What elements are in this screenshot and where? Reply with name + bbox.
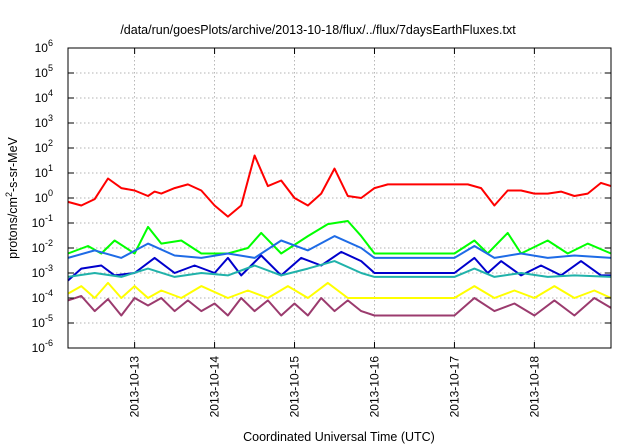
x-tick-label: 2013-10-13 bbox=[128, 356, 142, 418]
y-tick-label: 101 bbox=[35, 163, 53, 180]
y-tick-label: 106 bbox=[35, 38, 53, 55]
y-tick-label: 10-3 bbox=[32, 263, 53, 280]
series-line bbox=[67, 295, 612, 317]
y-axis-label: protons/cm2-s-sr-MeV bbox=[4, 136, 20, 258]
x-tick-label: 2013-10-15 bbox=[288, 356, 302, 418]
axes: 10-6 10-5 10-4 10-3 10-2 10-1 100 101 102 103 104 1… bbox=[32, 38, 611, 417]
y-tick-label: 10-5 bbox=[32, 313, 53, 330]
series-line bbox=[67, 250, 611, 282]
x-tick-label: 2013-10-14 bbox=[208, 356, 222, 418]
y-tick-label: 102 bbox=[35, 138, 53, 155]
y-tick-label: 10-1 bbox=[32, 213, 53, 230]
y-tick-label: 10-4 bbox=[32, 288, 53, 305]
grid-lines bbox=[68, 48, 611, 348]
y-tick-label: 105 bbox=[35, 63, 53, 80]
y-tick-label: 10-6 bbox=[32, 338, 53, 355]
y-axis-label-sup: 2 bbox=[4, 192, 14, 197]
series-lines bbox=[67, 154, 612, 317]
x-axis-label: Coordinated Universal Time (UTC) bbox=[243, 430, 435, 444]
x-tick-label: 2013-10-16 bbox=[367, 356, 381, 418]
x-tick-label: 2013-10-17 bbox=[447, 356, 461, 418]
series-line bbox=[67, 260, 612, 278]
y-axis-label-rest: -s-sr-MeV bbox=[6, 136, 20, 192]
series-line bbox=[67, 220, 612, 255]
y-tick-label: 104 bbox=[35, 88, 53, 105]
chart-title: /data/run/goesPlots/archive/2013-10-18/f… bbox=[120, 23, 516, 37]
series-line bbox=[67, 235, 612, 259]
y-axis-label-main: protons/cm bbox=[6, 197, 20, 259]
y-tick-label: 10-2 bbox=[32, 238, 53, 255]
y-tick-label: 103 bbox=[35, 113, 53, 130]
series-line bbox=[67, 281, 612, 299]
series-line bbox=[67, 154, 612, 218]
x-tick-label: 2013-10-18 bbox=[527, 356, 541, 418]
y-tick-label: 100 bbox=[35, 188, 53, 205]
